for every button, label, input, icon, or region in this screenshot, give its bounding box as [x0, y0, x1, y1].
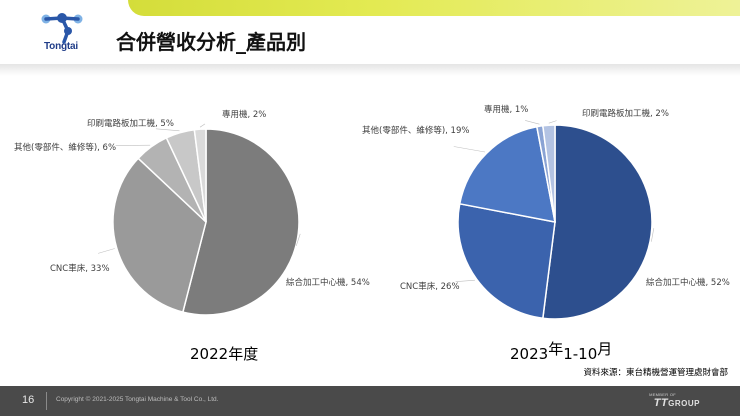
page-title: 合併營收分析_產品別 [116, 30, 306, 54]
caption-suffix: 月 [597, 340, 613, 358]
data-source-note: 資料來源：東台精機營運管理處財會部 [583, 368, 728, 378]
leader-line [295, 233, 301, 247]
leader-line [651, 228, 655, 242]
chart-caption-2022: 2022年度 [190, 343, 258, 364]
leader-line [548, 120, 557, 124]
pie-data-label: 綜合加工中心機, 54% [286, 277, 370, 288]
pie-data-label: 印刷電路板加工機, 2% [582, 108, 669, 119]
pie-slice [542, 124, 556, 223]
leader-line [455, 279, 475, 282]
header-divider [0, 64, 740, 76]
group-logo-tt: TT [653, 397, 669, 409]
pie-slice [457, 202, 556, 320]
footer-bar: 16 Copyright © 2021-2025 Tongtai Machine… [0, 386, 740, 416]
pie-data-label: 印刷電路板加工機, 5% [87, 118, 174, 129]
caption-year-char: 年 [548, 340, 564, 358]
footer-divider [46, 392, 47, 410]
leader-line [97, 248, 115, 254]
tt-group-logo: TTGROUP [654, 397, 700, 409]
logo-text: Tongtai [44, 41, 78, 52]
pie-data-label: 其他(零部件、維修等), 6% [14, 142, 116, 153]
caption-suffix: 年度 [228, 345, 259, 363]
leader-line [453, 146, 486, 153]
pie-slice [458, 125, 556, 223]
tongtai-logo-icon [41, 13, 83, 44]
header-accent-bar [128, 0, 740, 16]
pie-data-label: 其他(零部件、維修等), 19% [362, 125, 469, 136]
pie-data-label: 專用機, 1% [484, 104, 528, 115]
pie-slice [542, 124, 653, 320]
pie-data-label: CNC車床, 33% [50, 263, 110, 274]
caption-year: 2023 [510, 345, 549, 363]
caption-year: 2022 [190, 345, 229, 363]
leader-line [155, 128, 180, 132]
member-of-label: MEMBER OF [649, 392, 676, 397]
leader-line [525, 120, 540, 125]
caption-range: 1-10 [563, 345, 598, 363]
pie-data-label: CNC車床, 26% [400, 281, 460, 292]
chart-caption-2023: 2023年1-10月 [510, 340, 613, 364]
pie-slice [193, 128, 207, 223]
copyright-text: Copyright © 2021-2025 Tongtai Machine & … [56, 396, 219, 403]
pie-data-label: 專用機, 2% [222, 109, 266, 120]
leader-line [199, 123, 206, 128]
pie-data-label: 綜合加工中心機, 52% [646, 277, 730, 288]
group-logo-word: GROUP [668, 399, 700, 408]
pie-slice [181, 128, 300, 316]
page-number: 16 [22, 394, 35, 406]
pie-slice [112, 157, 207, 313]
